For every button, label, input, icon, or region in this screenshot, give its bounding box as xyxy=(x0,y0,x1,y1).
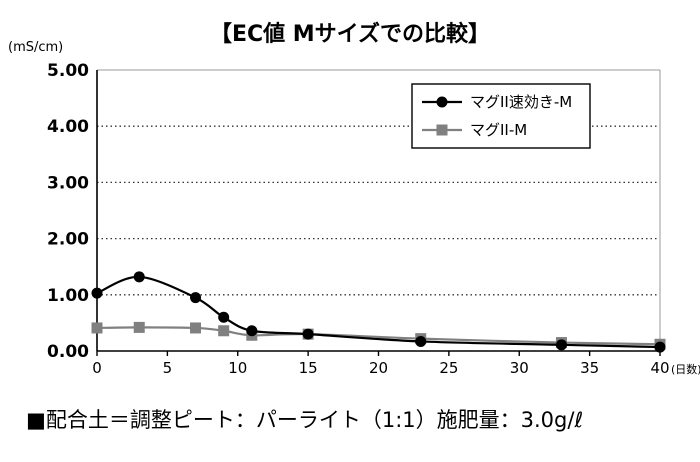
data-point xyxy=(91,287,103,299)
x-tick-label: 40 xyxy=(650,359,669,377)
legend-label: マグII速効き-M xyxy=(470,93,572,111)
data-point xyxy=(133,271,145,283)
x-tick-label: 20 xyxy=(369,359,388,377)
x-tick-label: 25 xyxy=(439,359,458,377)
legend-marker xyxy=(436,96,448,108)
x-tick-label: 15 xyxy=(299,359,318,377)
x-tick-label: 30 xyxy=(510,359,529,377)
series-1 xyxy=(91,271,666,353)
x-tick-label: 10 xyxy=(228,359,247,377)
x-tick-label: 5 xyxy=(163,359,173,377)
data-point xyxy=(246,325,258,337)
footnote: ■配合土＝調整ピート：パーライト（1:1）施肥量：3.0g/ℓ xyxy=(26,408,584,432)
data-point xyxy=(133,321,145,333)
data-point xyxy=(415,335,427,347)
data-point xyxy=(555,339,567,351)
x-tick-label: 0 xyxy=(92,359,102,377)
data-point xyxy=(218,325,230,337)
y-tick-label: 2.00 xyxy=(47,230,89,250)
data-point xyxy=(190,322,202,334)
series-line xyxy=(96,275,661,349)
legend-box xyxy=(411,83,591,149)
y-axis-unit: (mS/cm) xyxy=(8,40,64,55)
chart-title: 【EC値 Mサイズでの比較】 xyxy=(209,22,491,47)
data-point xyxy=(190,292,202,304)
data-point xyxy=(91,322,103,334)
legend-label: マグII-M xyxy=(470,121,527,139)
data-point xyxy=(654,341,666,353)
data-point xyxy=(302,328,314,340)
y-tick-label: 3.00 xyxy=(47,173,89,193)
data-point xyxy=(218,311,230,323)
y-tick-label: 0.00 xyxy=(47,342,89,362)
x-axis-unit: (日数) xyxy=(671,363,700,376)
legend-marker xyxy=(436,124,448,136)
x-tick-label: 35 xyxy=(580,359,599,377)
y-tick-label: 4.00 xyxy=(47,117,89,137)
y-tick-label: 1.00 xyxy=(47,286,89,306)
y-tick-label: 5.00 xyxy=(47,61,89,81)
series-line xyxy=(96,326,661,346)
